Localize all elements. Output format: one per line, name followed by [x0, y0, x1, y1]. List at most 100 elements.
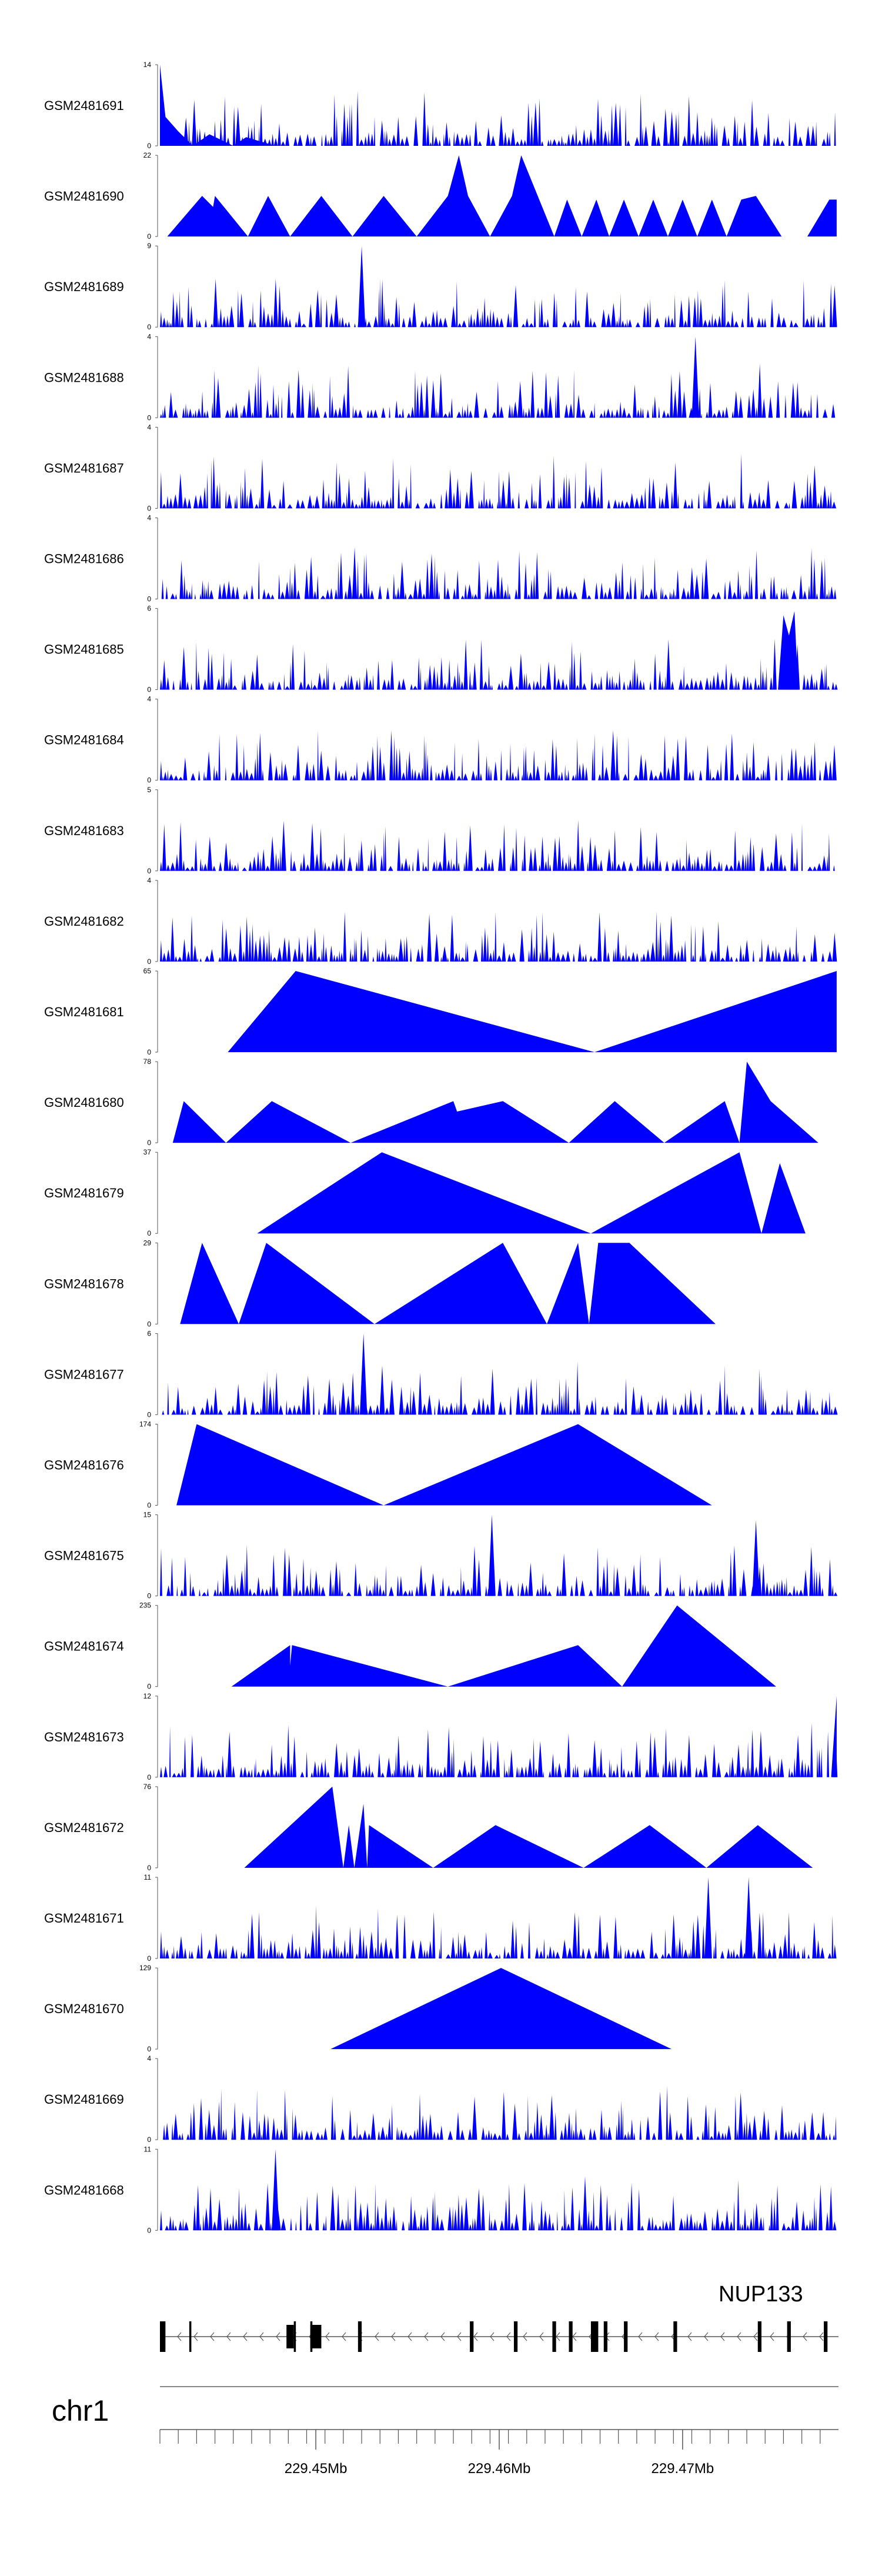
signal-area	[160, 454, 838, 509]
track-GSM2481681: GSM2481681 65 0	[44, 967, 837, 1056]
y-max-label: 6	[147, 1329, 151, 1337]
y-zero-label: 0	[147, 776, 151, 785]
track-GSM2481678: GSM2481678 29 0	[44, 1239, 716, 1328]
signal-area	[160, 1544, 838, 1596]
strand-arrow	[753, 2332, 758, 2341]
y-zero-label: 0	[147, 686, 151, 694]
signal-area	[160, 639, 838, 690]
signal-peaks	[488, 1514, 760, 1596]
track-GSM2481686: GSM2481686 4 0	[44, 514, 838, 603]
track-GSM2481684: GSM2481684 4 0	[44, 695, 838, 785]
y-zero-label: 0	[147, 2135, 151, 2144]
strand-arrow	[720, 2332, 725, 2341]
strand-arrow	[407, 2332, 412, 2341]
track-GSM2481673: GSM2481673 12 0	[44, 1692, 838, 1781]
signal-area	[160, 363, 838, 418]
strand-arrow	[704, 2332, 709, 2341]
track-label: GSM2481672	[44, 1820, 124, 1835]
exon	[310, 2325, 322, 2348]
gene-track: NUP133	[160, 2282, 838, 2352]
exon	[160, 2321, 166, 2352]
exon	[470, 2321, 474, 2352]
y-max-label: 78	[143, 1057, 152, 1066]
signal-area	[160, 547, 838, 599]
track-GSM2481689: GSM2481689 9 0	[44, 242, 838, 331]
strand-arrow	[473, 2332, 478, 2341]
signal-area	[160, 2086, 838, 2140]
exon	[552, 2321, 556, 2352]
signal-area	[160, 1361, 838, 1415]
x-tick-label: 229.47Mb	[652, 2461, 714, 2477]
track-label: GSM2481675	[44, 1549, 124, 1563]
track-GSM2481683: GSM2481683 5 0	[44, 786, 838, 875]
track-GSM2481679: GSM2481679 37 0	[44, 1148, 806, 1237]
strand-arrow	[506, 2332, 511, 2341]
y-zero-label: 0	[147, 1501, 151, 1510]
signal-peaks	[180, 1243, 716, 1324]
y-max-label: 65	[143, 967, 152, 975]
y-max-label: 29	[143, 1239, 152, 1247]
strand-arrow	[325, 2332, 330, 2341]
track-label: GSM2481668	[44, 2183, 124, 2197]
signal-peaks	[160, 155, 837, 237]
track-GSM2481677: GSM2481677 6 0	[44, 1329, 838, 1419]
signal-peaks	[330, 1968, 672, 2050]
y-zero-label: 0	[147, 1773, 151, 1781]
track-label: GSM2481684	[44, 733, 124, 748]
strand-arrow	[523, 2332, 527, 2341]
y-zero-label: 0	[147, 413, 151, 422]
signal-area	[160, 1905, 838, 1958]
y-zero-label: 0	[147, 1229, 151, 1237]
y-max-label: 12	[143, 1692, 152, 1700]
signal-area	[160, 2176, 838, 2231]
chromosome-label: chr1	[52, 2394, 109, 2427]
track-GSM2481669: GSM2481669 4 0	[44, 2054, 838, 2144]
strand-arrow	[556, 2332, 560, 2341]
strand-arrow	[457, 2332, 462, 2341]
y-zero-label: 0	[147, 142, 151, 150]
y-zero-label: 0	[147, 1048, 151, 1056]
strand-arrow	[193, 2332, 198, 2341]
exon	[286, 2325, 294, 2348]
track-label: GSM2481679	[44, 1186, 124, 1200]
genome-axis: 229.45Mb 229.46Mb 229.47Mb	[159, 2429, 838, 2477]
track-label: GSM2481674	[44, 1639, 124, 1654]
track-GSM2481670: GSM2481670 129 0	[44, 1964, 672, 2053]
track-GSM2481680: GSM2481680 78 0	[44, 1057, 818, 1147]
exon	[787, 2321, 791, 2352]
track-GSM2481676: GSM2481676 174 0	[44, 1420, 712, 1510]
track-label: GSM2481683	[44, 823, 124, 838]
signal-peaks	[360, 1333, 368, 1415]
strand-arrow	[243, 2332, 248, 2341]
track-label: GSM2481670	[44, 2001, 124, 2016]
signal-peaks	[358, 246, 366, 328]
y-zero-label: 0	[147, 323, 151, 331]
signal-peaks	[272, 2149, 279, 2231]
y-max-label: 11	[144, 2145, 152, 2153]
y-zero-label: 0	[147, 867, 151, 875]
y-max-label: 37	[143, 1148, 152, 1156]
y-zero-label: 0	[147, 232, 151, 241]
track-label: GSM2481691	[44, 98, 124, 113]
y-max-label: 9	[147, 242, 151, 250]
signal-peaks	[831, 1696, 837, 1777]
signal-peaks	[691, 336, 699, 418]
y-zero-label: 0	[147, 2045, 151, 2053]
exon	[189, 2321, 192, 2352]
signal-area	[160, 911, 838, 962]
signal-tracks: GSM2481691140GSM2481690220GSM248168990GS…	[44, 61, 838, 2234]
strand-arrow	[342, 2332, 346, 2341]
track-label: GSM2481688	[44, 370, 124, 385]
track-GSM2481690: GSM2481690 22 0	[44, 151, 837, 241]
y-zero-label: 0	[147, 595, 151, 603]
y-max-label: 4	[147, 514, 151, 522]
x-tick-label: 229.46Mb	[468, 2461, 531, 2477]
y-zero-label: 0	[147, 504, 151, 512]
track-label: GSM2481689	[44, 279, 124, 294]
strand-arrow	[737, 2332, 741, 2341]
exon	[624, 2321, 628, 2352]
y-zero-label: 0	[147, 1592, 151, 1600]
y-max-label: 4	[147, 332, 151, 341]
strand-arrow	[375, 2332, 379, 2341]
exon	[603, 2321, 608, 2352]
